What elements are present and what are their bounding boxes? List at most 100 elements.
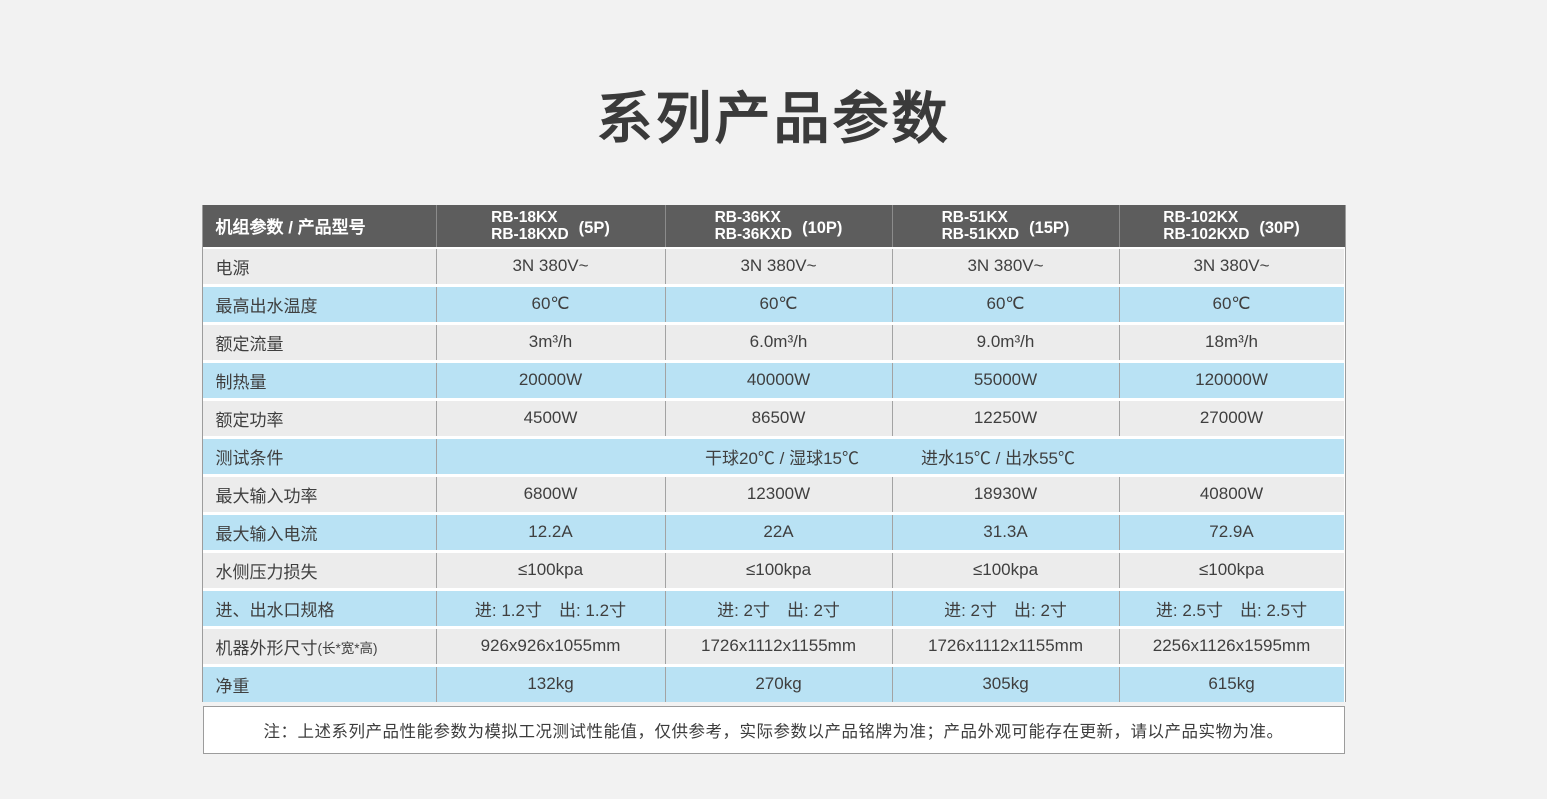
row-value: ≤100kpa — [1118, 552, 1344, 588]
row-value: 305kg — [891, 666, 1119, 702]
table-row-inlet-outlet-size: 进、出水口规格 进: 1.2寸 出: 1.2寸 进: 2寸 出: 2寸 进: 2… — [202, 590, 1345, 626]
row-value: 120000W — [1118, 362, 1344, 398]
row-value: 22A — [664, 514, 892, 550]
model-line2: RB-18KXD — [491, 225, 569, 243]
row-label: 额定流量 — [202, 324, 436, 360]
row-value: 1726x1112x1155mm — [664, 628, 892, 664]
table-row-machine-dimensions: 机器外形尺寸 (长*宽*高) 926x926x1055mm 1726x1112x1… — [202, 628, 1345, 664]
row-value: 4500W — [435, 400, 665, 436]
row-label: 最大输入电流 — [202, 514, 436, 550]
row-label-text: 额定功率 — [215, 410, 284, 430]
table-row-max-outlet-temp: 最高出水温度 60℃ 60℃ 60℃ 60℃ — [202, 286, 1345, 322]
row-value: ≤100kpa — [664, 552, 892, 588]
model-line2: RB-51KXD — [941, 225, 1020, 243]
model-names: RB-51KX RB-51KXD — [942, 209, 1020, 243]
row-label-text: 最高出水温度 — [215, 296, 318, 316]
table-row-heating-capacity: 制热量 20000W 40000W 55000W 120000W — [202, 362, 1345, 398]
row-label: 制热量 — [202, 362, 436, 398]
row-label: 机器外形尺寸 (长*宽*高) — [202, 628, 436, 664]
row-value: 27000W — [1118, 400, 1344, 436]
model-names: RB-18KX RB-18KXD — [491, 209, 569, 243]
page-title: 系列产品参数 — [596, 87, 951, 150]
table-row-max-input-power: 最大输入功率 6800W 12300W 18930W 40800W — [202, 476, 1345, 512]
model-line1: RB-51KX — [941, 208, 1008, 226]
row-label-text: 进、出水口规格 — [215, 600, 335, 620]
model-line1: RB-18KX — [491, 208, 558, 226]
model-names: RB-36KX RB-36KXD — [715, 209, 793, 243]
row-label: 进、出水口规格 — [202, 590, 436, 626]
row-value: 6.0m³/h — [664, 324, 892, 360]
row-label-text: 最大输入功率 — [215, 486, 318, 506]
row-label: 最高出水温度 — [202, 286, 436, 322]
row-value: ≤100kpa — [891, 552, 1119, 588]
row-value: 60℃ — [1118, 286, 1344, 322]
row-label-text: 电源 — [215, 258, 250, 278]
table-row-max-input-current: 最大输入电流 12.2A 22A 31.3A 72.9A — [202, 514, 1345, 550]
table-row-rated-power: 额定功率 4500W 8650W 12250W 27000W — [202, 400, 1345, 436]
row-label-text: 制热量 — [215, 372, 267, 392]
row-value: 3N 380V~ — [891, 248, 1119, 284]
row-value: 18930W — [891, 476, 1119, 512]
row-value: 3N 380V~ — [435, 248, 665, 284]
row-value: 12300W — [664, 476, 892, 512]
row-value: 40000W — [664, 362, 892, 398]
row-value: ≤100kpa — [435, 552, 665, 588]
table-row-water-pressure-loss: 水侧压力损失 ≤100kpa ≤100kpa ≤100kpa ≤100kpa — [202, 552, 1345, 588]
row-label-text: 额定流量 — [215, 334, 284, 354]
row-label-text: 净重 — [215, 676, 250, 696]
row-label-text: 机器外形尺寸 — [215, 638, 318, 658]
row-label-suffix: (长*宽*高) — [317, 641, 378, 657]
row-label: 额定功率 — [202, 400, 436, 436]
row-value: 6800W — [435, 476, 665, 512]
row-value: 31.3A — [891, 514, 1119, 550]
footnote: 注：上述系列产品性能参数为模拟工况测试性能值，仅供参考，实际参数以产品铭牌为准；… — [202, 705, 1345, 754]
row-value: 2256x1126x1595mm — [1118, 628, 1344, 664]
header-model-col-1: RB-18KX RB-18KXD (5P) — [435, 204, 665, 247]
table-row-net-weight: 净重 132kg 270kg 305kg 615kg — [202, 666, 1345, 702]
row-value: 进: 2.5寸 出: 2.5寸 — [1118, 590, 1344, 626]
model-line2: RB-102KXD — [1163, 225, 1250, 243]
row-value: 进: 1.2寸 出: 1.2寸 — [435, 590, 665, 626]
test-condition-water: 进水15℃ / 出水55℃ — [921, 448, 1075, 468]
header-model-col-4: RB-102KX RB-102KXD (30P) — [1118, 204, 1344, 247]
row-value: 40800W — [1118, 476, 1344, 512]
row-label: 电源 — [202, 248, 436, 284]
header-label: 机组参数 / 产品型号 — [215, 218, 366, 238]
row-value: 8650W — [664, 400, 892, 436]
row-label-text: 测试条件 — [215, 448, 284, 468]
row-value: 9.0m³/h — [891, 324, 1119, 360]
model-power: (30P) — [1259, 219, 1300, 238]
row-value: 进: 2寸 出: 2寸 — [664, 590, 892, 626]
row-value: 12250W — [891, 400, 1119, 436]
row-value: 3m³/h — [435, 324, 665, 360]
row-value: 60℃ — [891, 286, 1119, 322]
model-line2: RB-36KXD — [714, 225, 793, 243]
table-row-rated-flow: 额定流量 3m³/h 6.0m³/h 9.0m³/h 18m³/h — [202, 324, 1345, 360]
table-row-test-conditions: 测试条件 干球20℃ / 湿球15℃ 进水15℃ / 出水55℃ — [202, 438, 1345, 474]
row-value: 270kg — [664, 666, 892, 702]
model-line1: RB-36KX — [714, 208, 781, 226]
row-value: 60℃ — [664, 286, 892, 322]
test-conditions-merged-cell: 干球20℃ / 湿球15℃ 进水15℃ / 出水55℃ — [435, 438, 1344, 474]
model-names: RB-102KX RB-102KXD — [1163, 209, 1249, 243]
model-power: (5P) — [578, 219, 610, 238]
model-power: (15P) — [1029, 219, 1070, 238]
header-model-col-2: RB-36KX RB-36KXD (10P) — [664, 204, 892, 247]
header-model-col-3: RB-51KX RB-51KXD (15P) — [891, 204, 1119, 247]
table-row-power-supply: 电源 3N 380V~ 3N 380V~ 3N 380V~ 3N 380V~ — [202, 248, 1345, 284]
test-condition-air: 干球20℃ / 湿球15℃ — [705, 448, 859, 468]
row-label: 测试条件 — [202, 438, 436, 474]
row-value: 615kg — [1118, 666, 1344, 702]
row-label: 水侧压力损失 — [202, 552, 436, 588]
row-value: 55000W — [891, 362, 1119, 398]
row-value: 3N 380V~ — [664, 248, 892, 284]
row-value: 132kg — [435, 666, 665, 702]
row-label: 净重 — [202, 666, 436, 702]
row-value: 1726x1112x1155mm — [891, 628, 1119, 664]
row-label-text: 水侧压力损失 — [215, 562, 318, 582]
row-label-text: 最大输入电流 — [215, 524, 318, 544]
row-label: 最大输入功率 — [202, 476, 436, 512]
row-value: 926x926x1055mm — [435, 628, 665, 664]
model-line1: RB-102KX — [1163, 208, 1239, 226]
product-spec-table: 机组参数 / 产品型号 RB-18KX RB-18KXD (5P) RB-36K… — [201, 204, 1346, 702]
